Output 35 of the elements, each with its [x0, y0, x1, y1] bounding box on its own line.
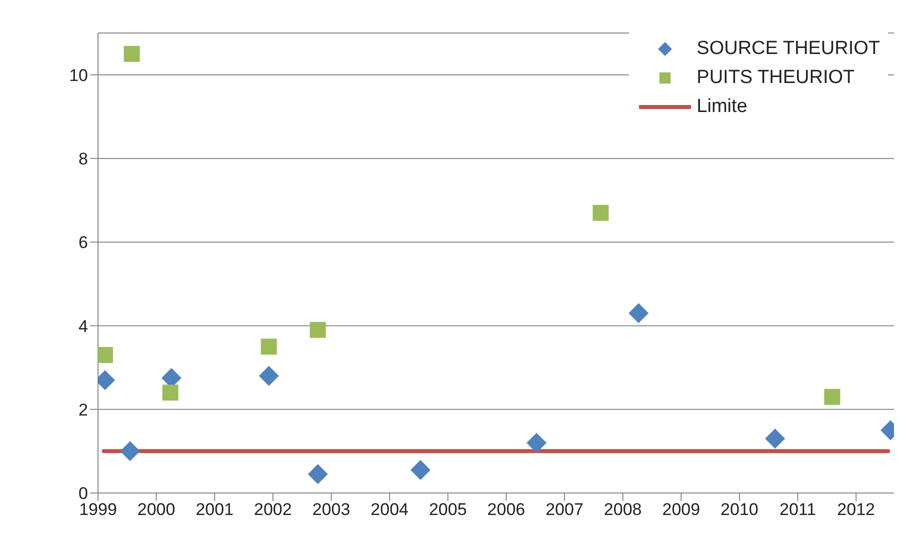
- point: [526, 432, 547, 453]
- x-tick-label: 2008: [604, 500, 642, 520]
- x-tick-label: 2011: [780, 500, 816, 520]
- y-tick-label: 10: [69, 66, 88, 85]
- x-tick-label: 2006: [487, 500, 526, 520]
- x-tick-label: 2007: [546, 500, 584, 520]
- point: [592, 204, 609, 221]
- x-tick-label: 2012: [837, 500, 876, 520]
- point: [824, 388, 840, 405]
- x-tick-label: 2001: [196, 500, 234, 520]
- point: [260, 338, 277, 355]
- point: [124, 46, 140, 62]
- y-tick-label: 4: [78, 316, 88, 336]
- x-tick-label: 2004: [370, 500, 408, 520]
- x-tick-label: 2002: [254, 500, 292, 520]
- point: [120, 441, 140, 462]
- legend-label: PUITS THEURIOT: [696, 66, 855, 90]
- y-tick-label: 2: [78, 400, 88, 420]
- point: [162, 384, 178, 401]
- point: [765, 428, 786, 449]
- point: [308, 464, 328, 484]
- point: [258, 366, 279, 386]
- legend-label: SOURCE THEURIOT: [696, 37, 880, 61]
- point: [98, 347, 113, 363]
- point: [410, 460, 430, 480]
- point: [628, 303, 649, 324]
- legend-label: Limite: [696, 95, 748, 119]
- x-tick-label: 2000: [137, 500, 176, 520]
- y-tick-label: 8: [78, 149, 88, 168]
- x-tick-label: 2009: [662, 500, 700, 520]
- y-tick-label: 6: [78, 233, 88, 252]
- x-tick-label: 2003: [312, 500, 350, 520]
- point: [310, 322, 326, 338]
- x-tick-label: 2005: [428, 500, 467, 520]
- x-tick-label: 2010: [720, 500, 758, 520]
